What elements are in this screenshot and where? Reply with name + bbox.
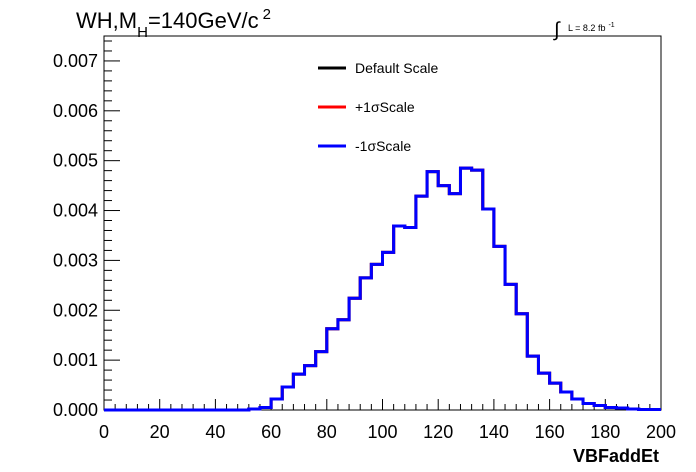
x-axis-label: VBFaddEt <box>573 446 659 466</box>
series-line-1 <box>104 166 661 412</box>
x-tick-label: 100 <box>367 422 397 442</box>
legend: Default Scale +1σScale -1σScale <box>318 60 438 154</box>
integral-symbol: ∫ <box>553 19 561 41</box>
series-line-2 <box>104 166 661 412</box>
y-tick-label: 0.007 <box>53 51 98 71</box>
x-tick-label: 20 <box>150 422 170 442</box>
y-tick-label: 0.005 <box>53 151 98 171</box>
plot-frame <box>103 35 662 411</box>
x-tick-label: 140 <box>479 422 509 442</box>
svg-text:L = 8.2 fb-1: L = 8.2 fb -1 <box>568 22 615 33</box>
luminosity-label: ∫ L = 8.2 fb -1 <box>553 19 615 41</box>
y-tick-label: 0.006 <box>53 101 98 121</box>
y-axis: 0.000 0.001 0.002 0.003 0.004 0.005 0.006 0.007 <box>53 40 120 420</box>
legend-label: +1σScale <box>355 99 415 115</box>
legend-label: -1σScale <box>355 138 411 154</box>
x-tick-label: 120 <box>423 422 453 442</box>
y-tick-label: 0.004 <box>53 201 98 221</box>
x-tick-label: 80 <box>317 422 337 442</box>
series-line-0 <box>104 166 661 412</box>
y-tick-label: 0.003 <box>53 250 98 270</box>
x-tick-label: 60 <box>261 422 281 442</box>
x-axis: 0 20 40 60 80 100 120 140 160 180 200 <box>99 399 676 442</box>
legend-label: Default Scale <box>355 60 438 76</box>
x-tick-label: 200 <box>646 422 676 442</box>
series-layer <box>104 166 661 412</box>
x-tick-label: 0 <box>99 422 109 442</box>
y-tick-label: 0.001 <box>53 350 98 370</box>
y-tick-label: 0.002 <box>53 300 98 320</box>
x-tick-label: 180 <box>590 422 620 442</box>
y-tick-label: 0.000 <box>53 400 98 420</box>
chart-title: WH,MH=140GeV/c 2 <box>76 6 271 41</box>
x-tick-label: 160 <box>535 422 565 442</box>
x-tick-label: 40 <box>205 422 225 442</box>
